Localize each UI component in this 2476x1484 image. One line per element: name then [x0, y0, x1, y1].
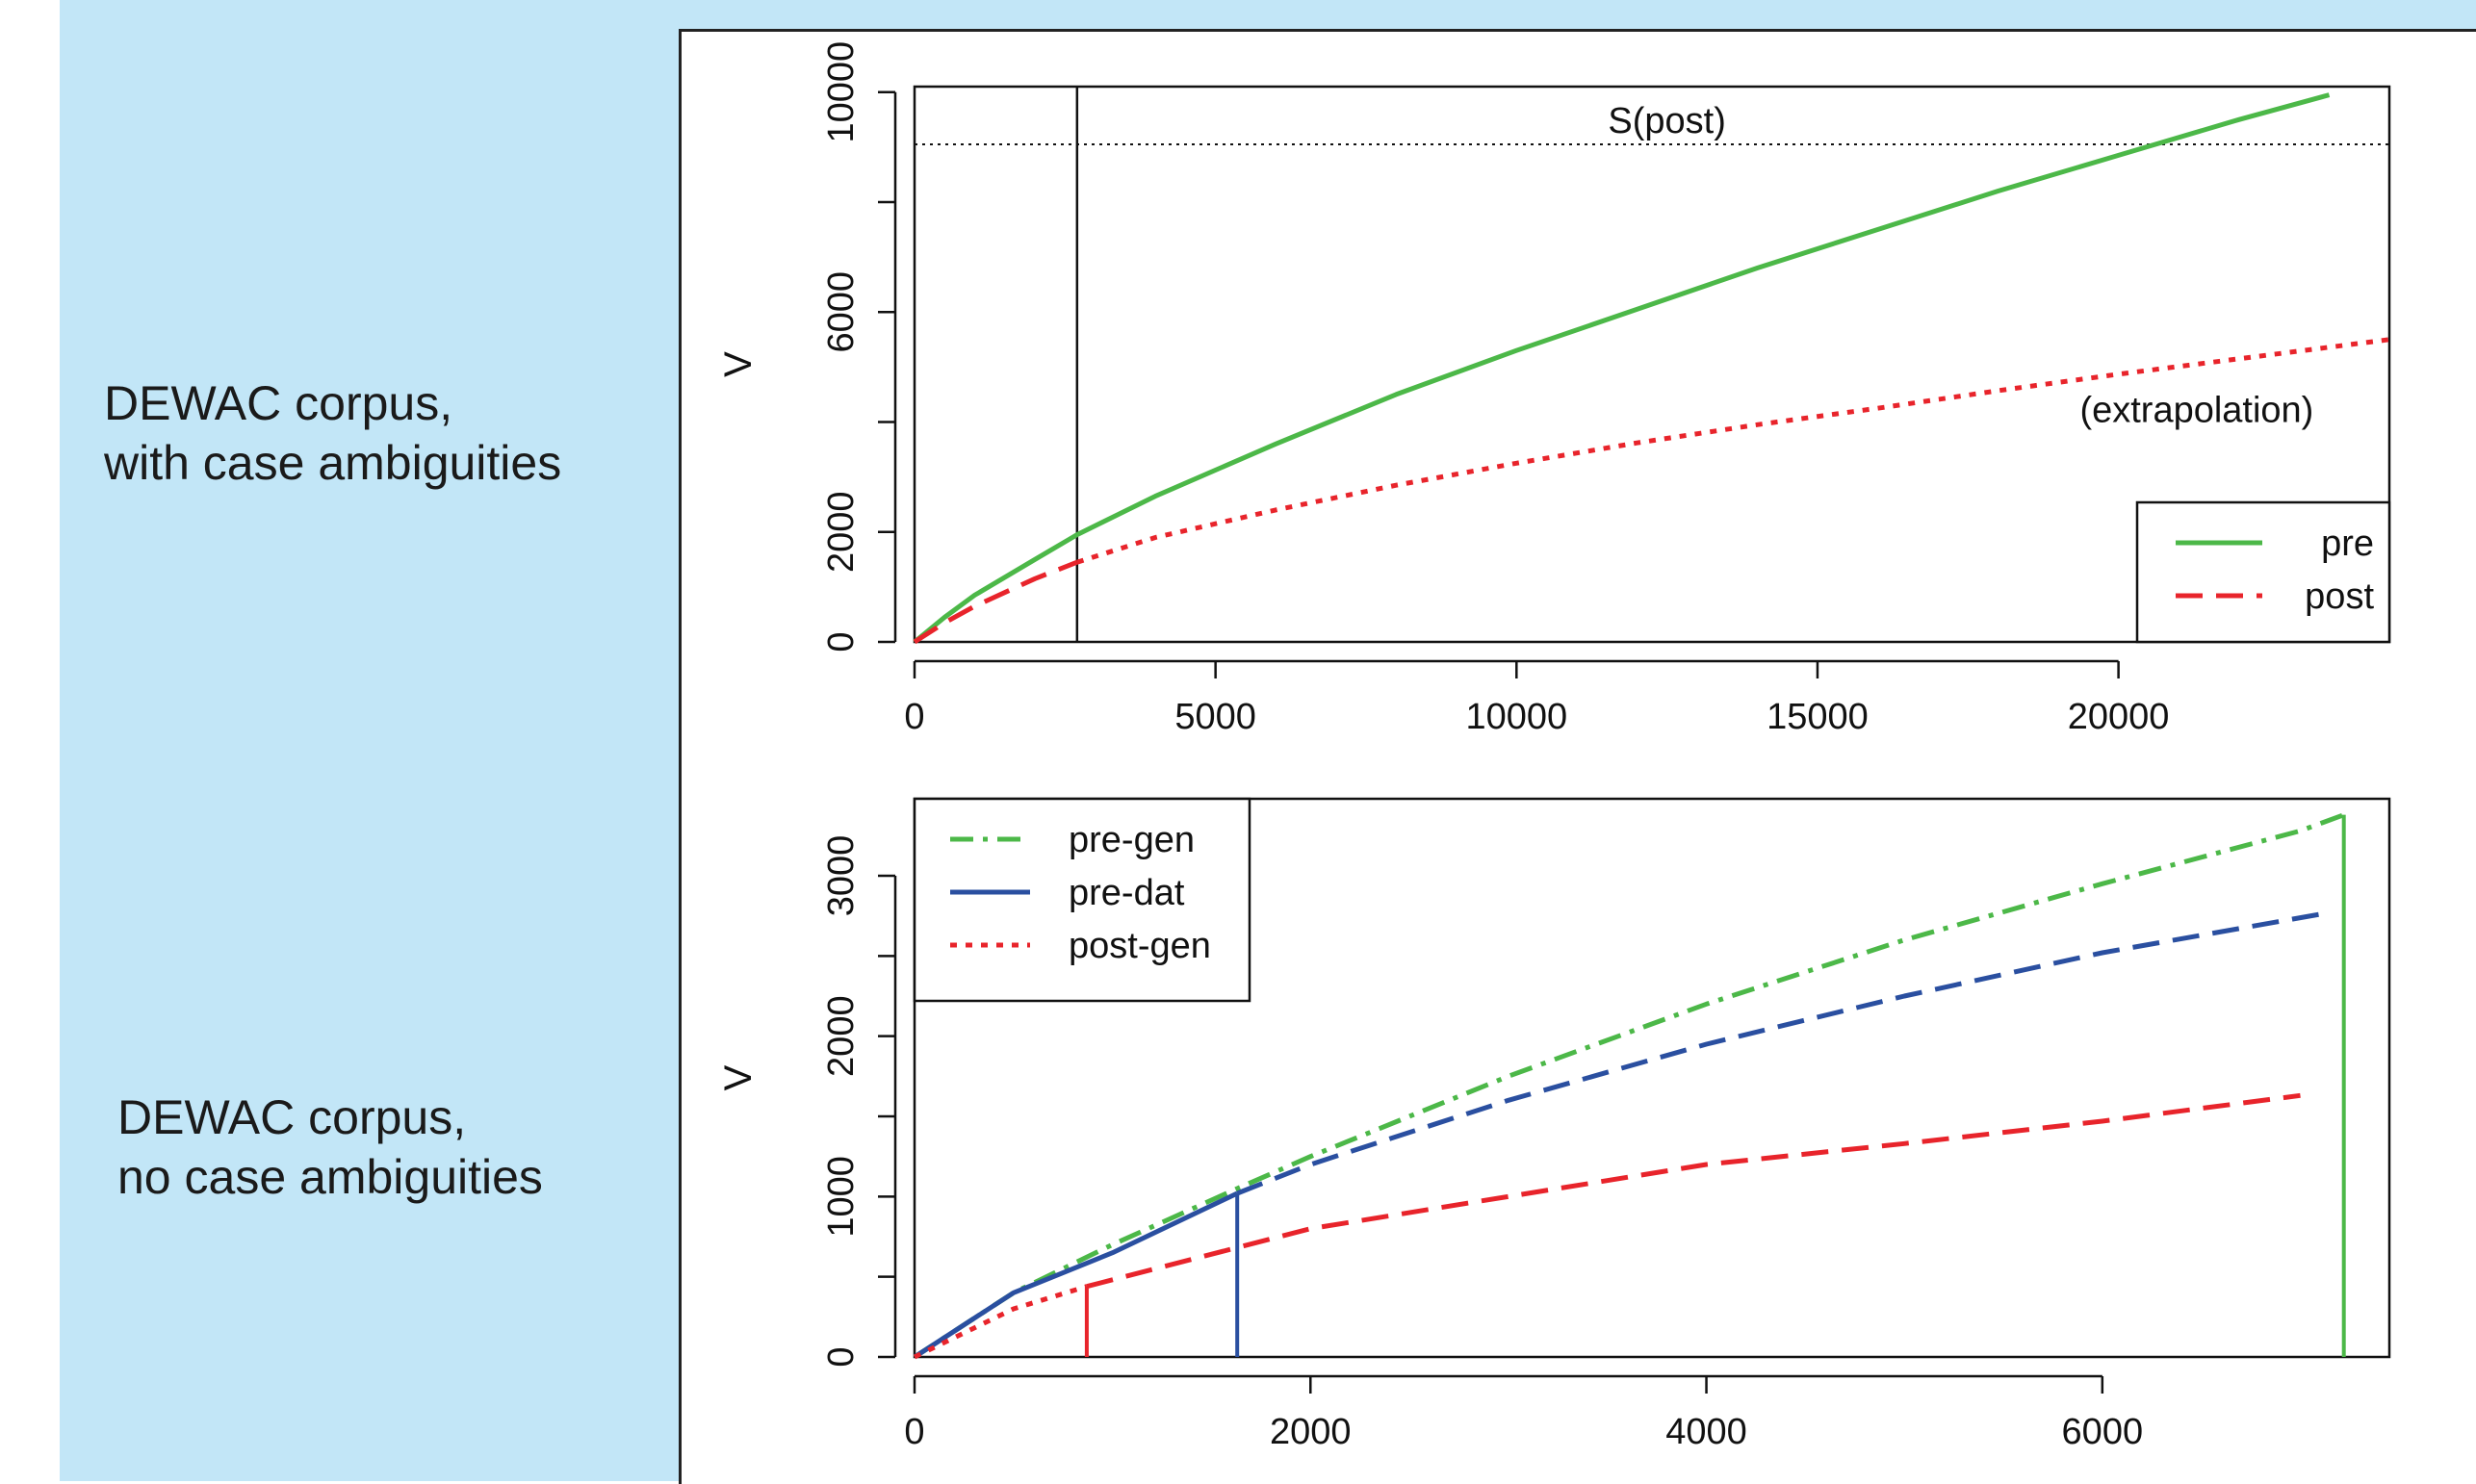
- hline-label: S(post): [1608, 101, 1725, 141]
- plot-frame: [913, 797, 2391, 1359]
- row-label-line: DEWAC corpus,: [104, 376, 453, 430]
- row-label-line: with case ambiguities: [104, 436, 562, 490]
- plot-frame: [913, 85, 2391, 644]
- legend-label: post-gen: [1069, 926, 1211, 966]
- legend-box: [2135, 500, 2391, 644]
- x-tick-label: 10000: [1465, 697, 1567, 737]
- y-tick-label: 0: [821, 631, 862, 652]
- legend: pre post: [2135, 500, 2391, 644]
- series-line: [913, 559, 1078, 645]
- series-line: [1086, 1092, 2301, 1290]
- annotation-text: (extrapolation): [2079, 390, 2313, 430]
- x-tick-label: 4000: [1665, 1412, 1747, 1452]
- y-tick-label: 6000: [821, 271, 862, 353]
- series-line: [913, 1284, 1088, 1360]
- row-label-line: DEWAC corpus,: [117, 1090, 467, 1144]
- y-axis-label: V: [717, 351, 760, 377]
- x-tick-label: 2000: [1270, 1412, 1352, 1452]
- row-label-no-case: DEWAC corpus, no case ambiguities: [117, 1087, 543, 1207]
- y-tick-label: 10000: [821, 41, 862, 143]
- series-line: [913, 1190, 1239, 1360]
- legend: pre-gen pre-dat post-gen: [913, 797, 1251, 1003]
- plot-panel: [679, 29, 2476, 1484]
- row-label-with-case: DEWAC corpus, with case ambiguities: [104, 373, 561, 493]
- chart-1: 0 5000 10000 15000 20000 0 2000 6000 10000 V S(pos…: [717, 41, 2391, 737]
- row-label-line: no case ambiguities: [117, 1150, 543, 1204]
- legend-label: pre-dat: [1069, 873, 1185, 913]
- legend-label: pre: [2321, 524, 2374, 564]
- series-line: [913, 92, 2331, 644]
- y-axis-label: V: [717, 1064, 760, 1090]
- legend-label: pre-gen: [1069, 820, 1195, 860]
- legend-box: [913, 797, 1251, 1003]
- x-tick-label: 5000: [1174, 697, 1256, 737]
- slide-left-margin: [0, 0, 60, 1481]
- x-tick-label: 20000: [2068, 697, 2170, 737]
- legend-label: post: [2305, 576, 2374, 617]
- y-tick-label: 2000: [821, 491, 862, 573]
- y-tick-label: 2000: [821, 995, 862, 1077]
- x-tick-label: 15000: [1767, 697, 1869, 737]
- x-tick-label: 0: [904, 1412, 924, 1452]
- x-tick-label: 0: [904, 697, 924, 737]
- x-tick-label: 6000: [2062, 1412, 2144, 1452]
- series-line: [1236, 911, 2321, 1196]
- series-line: [1076, 337, 2390, 565]
- y-tick-label: 0: [821, 1346, 862, 1367]
- series-line: [913, 812, 2345, 1360]
- y-tick-label: 1000: [821, 1156, 862, 1238]
- y-tick-label: 3000: [821, 835, 862, 917]
